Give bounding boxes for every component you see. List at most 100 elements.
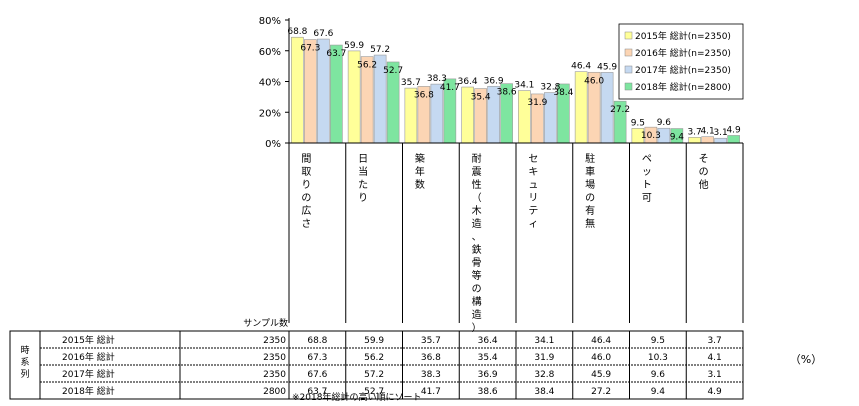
data-label: 10.3 (641, 131, 661, 141)
legend-entry-2: 2017年 総計(n=2350) (635, 64, 731, 76)
category-label-1: 日当たり (358, 154, 368, 204)
category-label-7: その他 (699, 153, 709, 191)
data-label: 59.9 (344, 41, 364, 51)
table-sample: 2350 (263, 336, 286, 346)
bar-0-1 (304, 39, 317, 144)
data-label: 38.6 (497, 88, 517, 98)
sample-count-header: サンプル数 (243, 317, 288, 329)
data-label: 67.6 (313, 29, 333, 39)
table-cell: 36.4 (478, 336, 498, 346)
data-label: 27.2 (610, 105, 630, 115)
data-label: 36.8 (414, 90, 434, 100)
data-label: 34.1 (514, 81, 534, 91)
category-label-5: 駐車場の有無 (585, 152, 595, 230)
table-cell: 34.1 (534, 336, 554, 346)
bar-7-2 (714, 137, 727, 144)
legend-swatch-1 (624, 48, 633, 57)
data-label: 45.9 (597, 62, 617, 72)
y-tick-label: 0% (265, 139, 281, 150)
table-cell: 9.5 (651, 336, 665, 346)
data-label: 3.1 (713, 128, 727, 138)
table-cell: 36.9 (478, 370, 498, 380)
data-label: 9.6 (657, 118, 672, 128)
data-label: 46.0 (584, 76, 604, 86)
data-label: 41.7 (440, 83, 460, 93)
table-cell: 4.1 (707, 353, 721, 363)
legend-swatch-0 (624, 31, 633, 40)
table-cell: 35.7 (421, 336, 441, 346)
y-tick-label: 40% (259, 78, 281, 89)
table-cell: 27.2 (591, 387, 611, 397)
table-cell: 63.7 (307, 387, 327, 397)
table-cell: 68.8 (307, 336, 327, 346)
data-label: 57.2 (370, 45, 390, 55)
legend: 2015年 総計(n=2350) 2016年 総計(n=2350) 2017年 総計… (618, 23, 744, 100)
data-label: 38.4 (553, 88, 573, 98)
legend-entry-3: 2018年 総計(n=2800) (635, 81, 731, 93)
table-cell: 38.6 (478, 387, 498, 397)
bar-7-3 (727, 135, 740, 144)
table-cell: 36.8 (421, 353, 441, 363)
bar-7-0 (688, 137, 701, 144)
category-labels: 間取りの広さ 日当たり 築年数 耐震性（木造、鉄骨等の構造） セキュリティ 駐車場の有無 ペ… (301, 152, 708, 334)
bar-0-3 (330, 44, 343, 144)
data-label: 9.5 (631, 118, 645, 128)
data-label: 35.4 (471, 93, 491, 103)
data-label: 4.9 (726, 125, 741, 135)
data-label: 68.8 (287, 27, 307, 37)
category-label-4: セキュリティ (528, 153, 538, 230)
table-cell: 41.7 (421, 387, 441, 397)
table-row-label: 2015年 総計 (62, 334, 115, 346)
table-cell: 59.9 (364, 336, 384, 346)
table-cell: 31.9 (534, 353, 554, 363)
data-label: 31.9 (527, 98, 547, 108)
table-cell: 52.7 (364, 387, 384, 397)
table-cell: 67.6 (307, 370, 327, 380)
y-tick-label: 20% (259, 108, 281, 119)
table-cell: 10.3 (648, 353, 668, 363)
data-label: 3.7 (687, 127, 701, 137)
table-cell: 3.1 (707, 370, 721, 380)
table-row-label: 2017年 総計 (62, 368, 115, 380)
table-cell: 4.9 (707, 387, 722, 397)
category-label-3: 耐震性（木造、鉄骨等の構造） (472, 152, 482, 334)
y-tick-label: 80% (259, 16, 281, 27)
category-label-2: 築年数 (415, 152, 425, 191)
data-label: 63.7 (326, 49, 346, 59)
y-tick-label: 60% (259, 47, 281, 58)
category-label-0: 間取りの広さ (301, 153, 311, 230)
legend-swatch-2 (624, 65, 633, 74)
data-label: 9.4 (670, 133, 685, 143)
table-cell: 46.0 (591, 353, 611, 363)
legend-entry-0: 2015年 総計(n=2350) (635, 30, 731, 42)
table-sample: 2350 (263, 353, 286, 363)
data-label: 4.1 (700, 127, 714, 137)
legend-swatch-3 (624, 82, 633, 91)
table-cell: 67.3 (307, 353, 327, 363)
category-label-6: ペット可 (642, 154, 652, 204)
footnote: ※2018年総計の高い順にソート (292, 391, 421, 403)
table-sample: 2350 (263, 370, 286, 380)
table-cell: 9.4 (651, 387, 666, 397)
legend-entry-1: 2016年 総計(n=2350) (635, 47, 731, 59)
table-cell: 35.4 (478, 353, 498, 363)
data-label: 46.4 (571, 62, 591, 72)
data-label: 35.7 (401, 78, 421, 88)
table-cell: 38.3 (421, 370, 441, 380)
table-group-label: 時系列 (20, 345, 29, 380)
legend-box (618, 23, 744, 100)
bars (291, 36, 740, 144)
bar-7-1 (701, 136, 714, 144)
data-label: 52.7 (383, 66, 403, 76)
table-row-label: 2018年 総計 (62, 385, 115, 397)
table-row-label: 2016年 総計 (62, 351, 115, 363)
table-cell: 57.2 (364, 370, 384, 380)
table-cell: 46.4 (591, 336, 611, 346)
unit-label: （%） (790, 353, 822, 366)
data-label: 32.8 (540, 83, 560, 93)
data-table: サンプル数 （%） ※2018年総計の高い順にソート 時系列 2015年 総計 23… (9, 317, 822, 403)
table-sample: 2800 (263, 387, 286, 397)
table-cell: 9.6 (651, 370, 666, 380)
data-label: 38.3 (427, 74, 447, 84)
